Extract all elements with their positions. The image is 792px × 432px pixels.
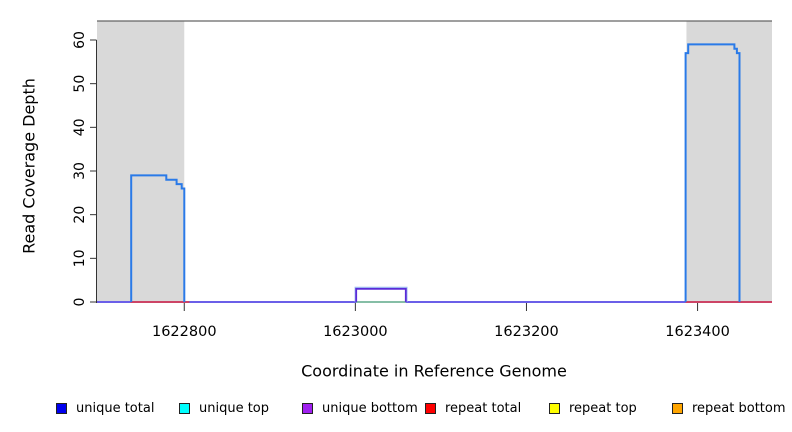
series-unique-total-left-peak (130, 174, 186, 302)
series-unique-bottom-bump (355, 288, 407, 302)
y-tick-label: 50 (72, 75, 88, 93)
y-tick-label: 20 (72, 206, 88, 224)
x-axis-title: Coordinate in Reference Genome (301, 361, 567, 381)
y-tick-label: 60 (72, 31, 88, 49)
y-tick-label: 10 (72, 249, 88, 267)
y-tick-label: 0 (72, 298, 88, 307)
x-tick-label: 1623000 (323, 324, 388, 340)
y-tick-label: 40 (72, 118, 88, 136)
x-tick-label: 1623200 (494, 324, 559, 340)
series-unique-total-right-peak (684, 43, 741, 302)
repeat-region-left (97, 21, 185, 303)
y-tick-label: 30 (72, 162, 88, 180)
repeat-region-right (686, 21, 772, 303)
x-tick-label: 1623400 (665, 324, 730, 340)
y-axis-title: Read Coverage Depth (19, 78, 39, 254)
x-tick-label: 1622800 (152, 324, 217, 340)
